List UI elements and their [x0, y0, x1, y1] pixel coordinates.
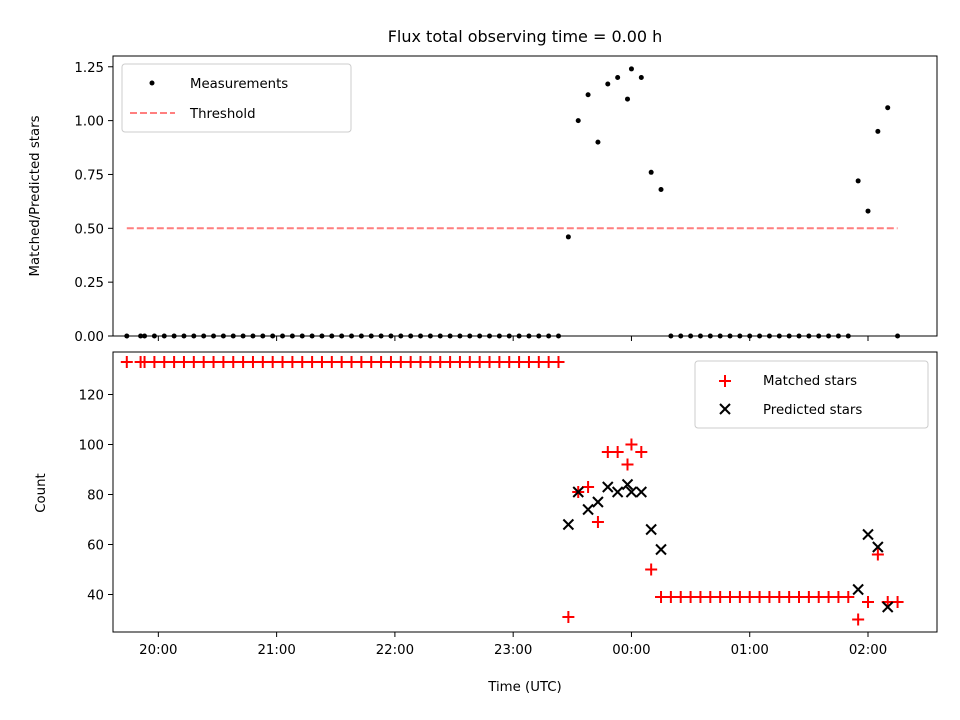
bottom-legend-box — [694, 360, 929, 429]
predicted-star-point — [592, 496, 604, 508]
measurement-point — [625, 96, 631, 102]
legend-marker-matched — [719, 375, 731, 387]
predicted-star-point — [882, 601, 894, 613]
predicted-star-point — [621, 478, 634, 491]
bottom-x-tick-label: 23:00 — [494, 643, 532, 658]
measurement-point — [615, 75, 621, 81]
y-axis-label-count: Count — [34, 473, 49, 513]
measurement-point — [575, 118, 581, 124]
legend-marker-measurements — [149, 80, 155, 86]
predicted-star-point — [562, 518, 575, 531]
bottom-x-tick-label: 22:00 — [376, 643, 414, 658]
measurement-point — [638, 75, 644, 81]
matched-star-point — [625, 438, 638, 451]
bottom-y-tick-label: 60 — [87, 539, 104, 554]
predicted-star-point — [852, 583, 864, 596]
legend-label-predicted: Predicted stars — [763, 403, 862, 418]
legend-label-matched: Matched stars — [763, 374, 857, 389]
top-y-tick-label: 1.25 — [74, 61, 104, 76]
top-y-tick-label: 0.50 — [74, 222, 104, 237]
x-axis-label-time: Time (UTC) — [487, 680, 562, 695]
chart-title: Flux total observing time = 0.00 h — [388, 27, 663, 46]
measurement-point — [565, 234, 571, 240]
measurement-point — [648, 169, 654, 175]
matched-star-point — [645, 563, 658, 576]
matched-star-point — [582, 481, 595, 493]
matched-star-point — [562, 611, 575, 623]
panel-flux-ratio: Flux total observing time = 0.00 h Match… — [28, 27, 938, 345]
matched-star-point — [591, 516, 604, 528]
top-legend-box — [121, 63, 352, 133]
legend-label-threshold: Threshold — [189, 107, 256, 122]
bottom-y-tick-label: 40 — [87, 589, 104, 604]
matched-star-point — [635, 446, 648, 458]
matched-star-point — [862, 596, 875, 608]
predicted-star-point — [611, 486, 624, 498]
measurement-point — [865, 208, 871, 214]
measurement-point — [885, 105, 891, 111]
bottom-y-tick-label: 80 — [87, 489, 104, 504]
measurement-point — [875, 128, 881, 134]
matched-star-point — [871, 548, 884, 561]
bottom-x-tick-label: 01:00 — [731, 643, 769, 658]
top-plot-frame — [112, 55, 938, 337]
measurement-point — [628, 66, 634, 72]
matched-star-point — [842, 591, 855, 603]
matched-star-point — [852, 613, 865, 626]
legend-marker-predicted — [719, 403, 731, 415]
bottom-y-tick-label: 120 — [79, 389, 104, 404]
matched-star-points — [120, 356, 904, 626]
top-axis-ticks: 0.00 0.25 0.50 0.75 1.00 1.25 — [74, 61, 869, 345]
matched-star-point — [120, 356, 133, 368]
measurement-point — [855, 178, 861, 184]
predicted-star-point — [655, 543, 667, 556]
measurement-point — [585, 92, 591, 98]
bottom-x-tick-label: 21:00 — [257, 643, 295, 658]
matched-star-point — [552, 356, 565, 368]
bottom-x-tick-label: 00:00 — [612, 643, 650, 658]
top-y-tick-label: 1.00 — [74, 115, 104, 130]
matched-star-point — [891, 596, 904, 608]
bottom-axis-ticks: 40 60 80 100 120 20:00 21:00 22:00 23:00 00:00 01:… — [79, 389, 888, 659]
bottom-x-tick-label: 02:00 — [849, 643, 887, 658]
bottom-y-tick-label: 100 — [79, 439, 104, 454]
measurement-point — [595, 139, 601, 145]
predicted-star-points — [562, 478, 894, 613]
matched-star-point — [611, 446, 624, 458]
legend-label-measurements: Measurements — [190, 77, 288, 92]
bottom-x-tick-label: 20:00 — [139, 643, 177, 658]
bottom-legend: Matched stars Predicted stars — [694, 360, 929, 429]
predicted-star-point — [645, 523, 657, 536]
predicted-star-point — [872, 541, 884, 553]
measurement-point — [658, 187, 664, 193]
predicted-star-point — [602, 481, 614, 493]
panel-star-count: Count Time (UTC) 40 60 80 100 120 20:00 21:00 2… — [34, 351, 938, 695]
top-y-tick-label: 0.00 — [74, 330, 104, 345]
top-y-tick-label: 0.25 — [74, 276, 104, 291]
measurement-point — [605, 81, 611, 87]
predicted-star-point — [582, 503, 594, 516]
y-axis-label-ratio: Matched/Predicted stars — [28, 115, 43, 276]
predicted-star-point — [862, 528, 874, 541]
top-legend: Measurements Threshold — [121, 63, 352, 133]
matched-star-point — [621, 458, 634, 471]
predicted-star-point — [572, 486, 584, 498]
bottom-plot-frame — [112, 351, 938, 633]
top-y-tick-label: 0.75 — [74, 168, 104, 183]
predicted-star-point — [625, 486, 638, 498]
predicted-star-point — [635, 486, 648, 498]
